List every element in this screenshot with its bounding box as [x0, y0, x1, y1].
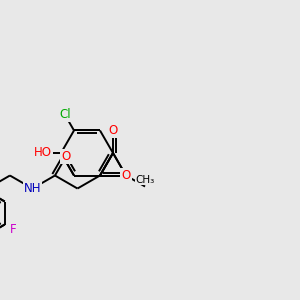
- Text: Cl: Cl: [59, 108, 71, 122]
- Text: F: F: [10, 223, 17, 236]
- Text: O: O: [108, 124, 118, 137]
- Text: HO: HO: [34, 146, 52, 160]
- Text: O: O: [122, 169, 130, 182]
- Text: CH₃: CH₃: [135, 175, 155, 184]
- Text: O: O: [61, 150, 70, 163]
- Text: NH: NH: [24, 182, 41, 195]
